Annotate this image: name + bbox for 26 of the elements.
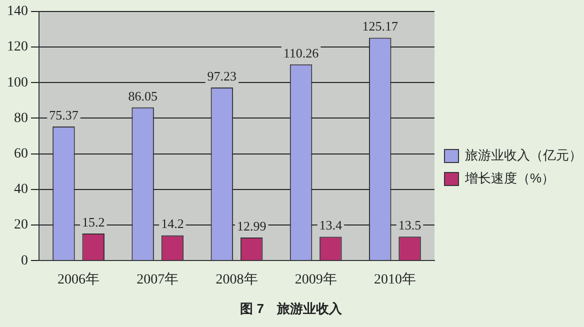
data-label: 97.23 <box>207 68 237 84</box>
data-label: 15.2 <box>82 214 105 230</box>
data-label: 13.4 <box>319 218 343 233</box>
y-tick-label: 120 <box>7 40 28 55</box>
x-tick-label: 2008年 <box>216 272 258 288</box>
y-tick-label: 40 <box>14 182 28 198</box>
data-label: 75.37 <box>49 107 79 122</box>
data-label: 86.05 <box>128 88 158 104</box>
data-label: 12.99 <box>236 218 266 234</box>
x-tick-label: 2007年 <box>136 272 179 288</box>
y-tick-label: 80 <box>14 110 28 126</box>
x-tick-label: 2009年 <box>294 272 337 288</box>
y-tick-label: 140 <box>7 4 28 20</box>
y-tick-label: 100 <box>7 75 28 90</box>
data-label: 110.26 <box>283 45 320 60</box>
text: 图 7 旅游业收入 <box>240 300 343 316</box>
data-label: 14.2 <box>161 216 184 232</box>
data-label: 125.17 <box>362 18 398 34</box>
legend-label: 增长速度（%） <box>464 170 555 186</box>
x-tick-label: 2006年 <box>58 272 100 288</box>
legend-label: 旅游业收入（亿元） <box>465 148 582 163</box>
y-tick-label: 60 <box>14 146 28 162</box>
data-label: 13.5 <box>398 217 422 232</box>
y-tick-label: 20 <box>14 218 28 233</box>
y-tick-label: 0 <box>21 253 28 268</box>
x-tick-label: 2010年 <box>374 272 416 288</box>
